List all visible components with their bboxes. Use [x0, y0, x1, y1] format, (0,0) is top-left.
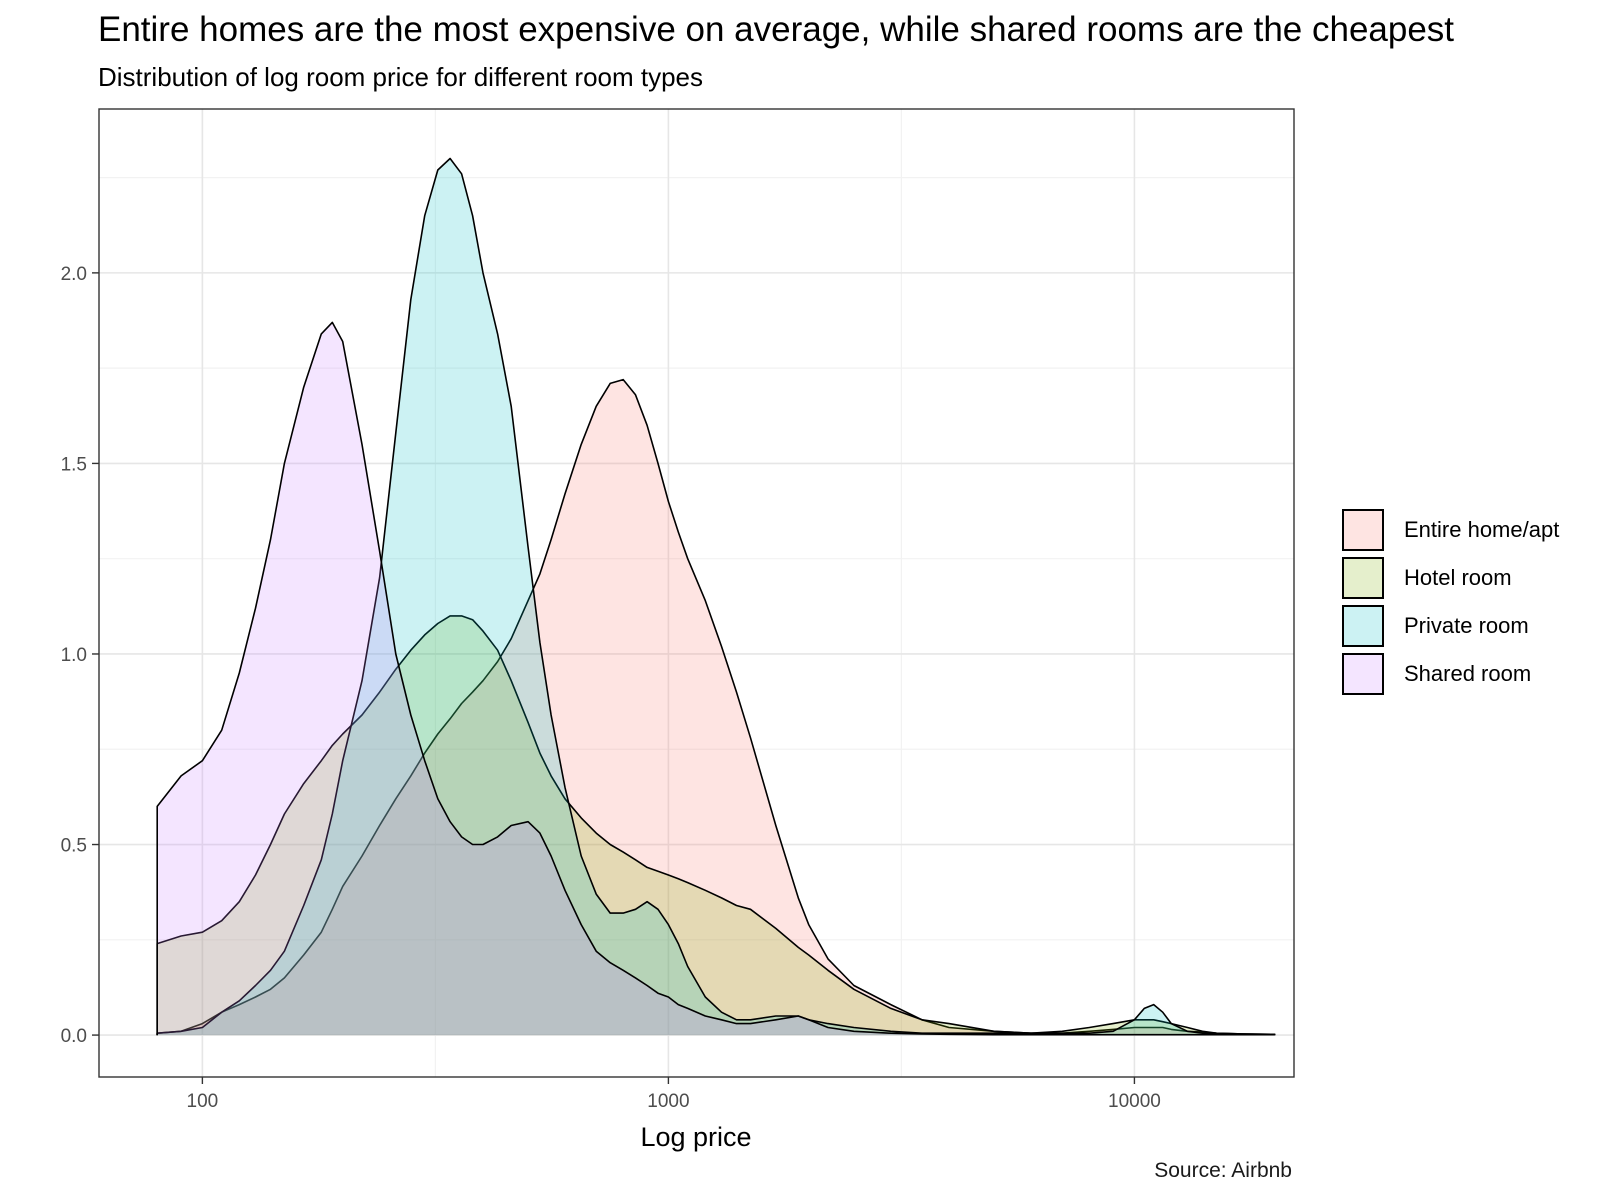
- minor-gridlines: [99, 109, 1294, 1077]
- major-gridlines: [99, 109, 1294, 1077]
- x-axis-title: Log price: [640, 1122, 751, 1152]
- x-tick-label: 100: [187, 1091, 219, 1112]
- chart-title: Entire homes are the most expensive on a…: [98, 10, 1455, 49]
- legend-key-private-room: [1342, 605, 1384, 647]
- chart-subtitle: Distribution of log room price for diffe…: [98, 62, 704, 92]
- density-line-private-room: [156, 157, 1276, 1036]
- x-tick-label: 1000: [647, 1091, 689, 1112]
- y-axis: 0.0 0.5 1.0 1.5 2.0: [61, 264, 99, 1047]
- legend-key-hotel-room: [1342, 557, 1384, 599]
- density-line-shared-room: [156, 321, 1276, 1036]
- density-area-shared-room: [157, 322, 1275, 1036]
- x-tick-label: 10000: [1108, 1091, 1161, 1112]
- density-area-hotel-room: [157, 615, 1275, 1036]
- density-line-entire-home-apt: [156, 378, 1276, 1036]
- y-tick-label: 0.5: [61, 836, 87, 857]
- density-areas: [156, 157, 1276, 1036]
- y-tick-label: 0.0: [61, 1026, 87, 1047]
- y-tick-label: 1.5: [61, 454, 87, 475]
- legend-label-shared-room: Shared room: [1404, 661, 1532, 686]
- legend-label-hotel-room: Hotel room: [1404, 565, 1512, 590]
- x-axis: 100 1000 10000: [187, 1077, 1161, 1112]
- legend-label-entire-home-apt: Entire home/apt: [1404, 517, 1560, 542]
- density-line-hotel-room: [156, 615, 1276, 1036]
- legend-item-shared-room[interactable]: Shared room: [1342, 650, 1559, 698]
- legend-key-shared-room: [1342, 653, 1384, 695]
- y-tick-label: 1.0: [61, 645, 87, 666]
- legend: Entire home/apt Hotel room Private room Sha…: [1342, 506, 1559, 698]
- legend-item-private-room[interactable]: Private room: [1342, 602, 1559, 650]
- legend-item-hotel-room[interactable]: Hotel room: [1342, 554, 1559, 602]
- panel-background: [99, 109, 1294, 1077]
- legend-label-private-room: Private room: [1404, 613, 1529, 638]
- panel-border: [98, 108, 1295, 1078]
- density-area-private-room: [157, 158, 1275, 1036]
- density-area-entire-home-apt: [157, 379, 1275, 1036]
- y-tick-label: 2.0: [61, 264, 87, 285]
- legend-item-entire-home-apt[interactable]: Entire home/apt: [1342, 506, 1559, 554]
- caption: Source: Airbnb: [1154, 1159, 1292, 1182]
- legend-key-entire-home-apt: [1342, 509, 1384, 551]
